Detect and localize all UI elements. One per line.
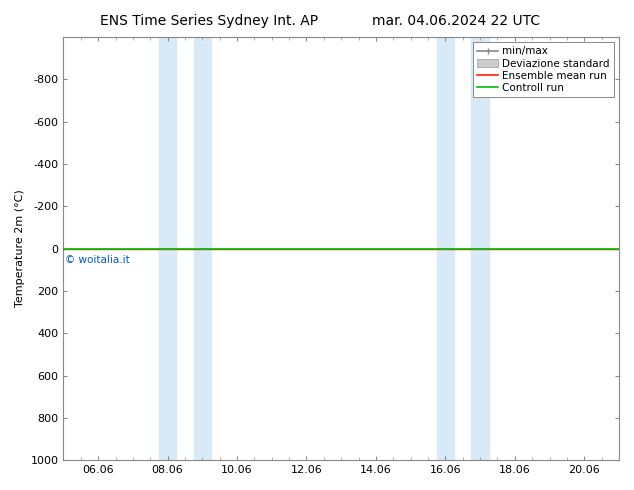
Legend: min/max, Deviazione standard, Ensemble mean run, Controll run: min/max, Deviazione standard, Ensemble m… [473, 42, 614, 97]
Y-axis label: Temperature 2m (°C): Temperature 2m (°C) [15, 190, 25, 307]
Text: ENS Time Series Sydney Int. AP: ENS Time Series Sydney Int. AP [100, 14, 318, 28]
Bar [437, 37, 454, 460]
Bar [159, 37, 176, 460]
Bar [193, 37, 211, 460]
Bar [472, 37, 489, 460]
Text: mar. 04.06.2024 22 UTC: mar. 04.06.2024 22 UTC [372, 14, 541, 28]
Text: © woitalia.it: © woitalia.it [65, 255, 130, 265]
